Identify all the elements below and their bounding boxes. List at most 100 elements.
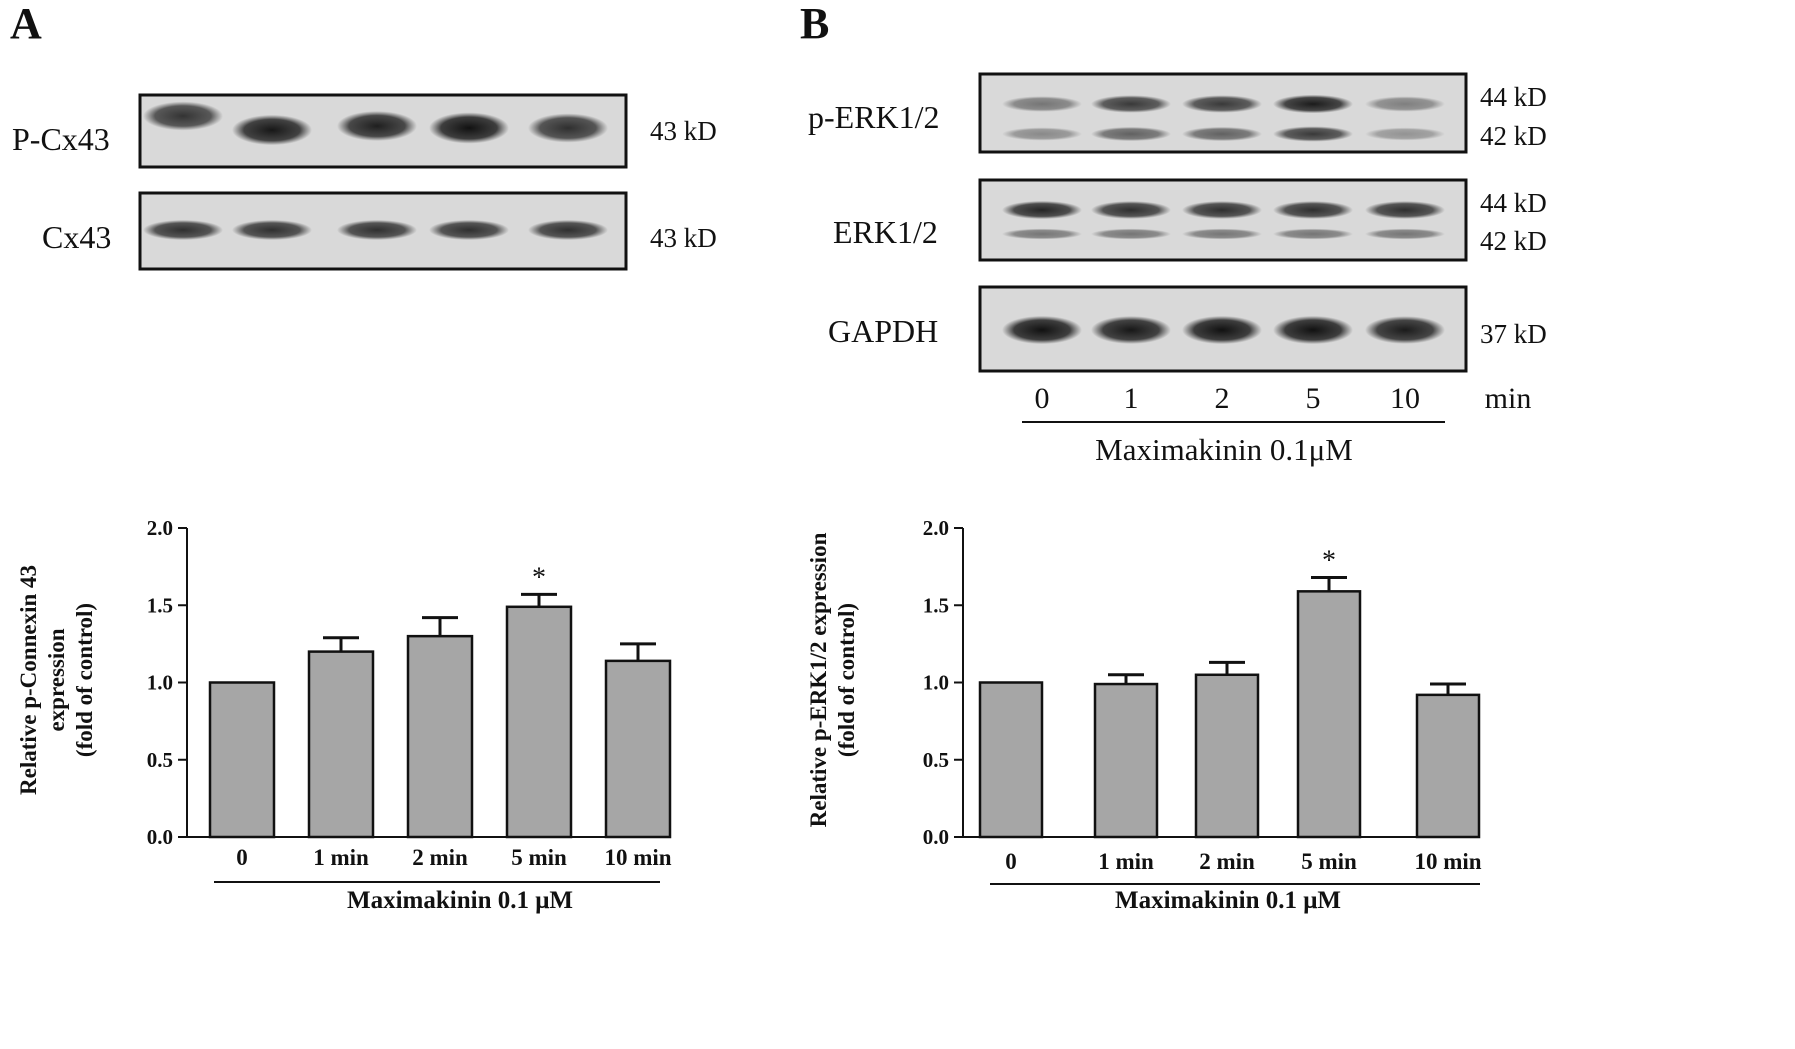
kd-label: 44 kD [1480,188,1547,218]
y-axis-label: expression [44,628,69,731]
band [1273,315,1353,345]
y-tick-label: 0.5 [923,748,949,772]
condition-label: Maximakinin 0.1μM [1095,432,1353,467]
band [1091,228,1171,240]
band [232,219,312,241]
x-tick-label: 0 [236,845,248,870]
y-tick-label: 1.0 [147,671,173,695]
band [1002,315,1082,345]
blot-label: P-Cx43 [12,121,110,157]
bar [604,659,672,839]
lane-label: 5 [1306,382,1321,415]
y-tick-label: 2.0 [923,516,949,540]
bar [1093,682,1159,839]
band [1002,127,1082,141]
lane-label: 1 [1124,382,1139,415]
y-tick-label: 1.5 [147,593,173,617]
band [429,112,509,144]
kd-label: 42 kD [1480,226,1547,256]
kd-label: 43 kD [650,223,717,253]
bar [1194,673,1260,839]
band [1182,315,1262,345]
band [1182,228,1262,240]
blot-p-erk1-2: p-ERK1/2 44 kD 42 kD [808,72,1547,154]
band [1002,228,1082,240]
band [337,111,417,141]
x-axis-label: Maximakinin 0.1 μM [347,887,573,914]
x-tick-label: 5 min [1301,849,1357,874]
lane-label: 0 [1035,382,1050,415]
bar [1296,590,1362,839]
band [232,114,312,146]
band [1002,200,1082,220]
band [528,219,608,241]
x-tick-label: 5 min [511,845,567,870]
bar [406,634,474,839]
blot-label: p-ERK1/2 [808,99,940,135]
band [1182,126,1262,142]
band [1273,94,1353,114]
band [1365,228,1445,240]
band [528,113,608,143]
x-tick-label: 0 [1005,849,1017,874]
blot-gapdh: GAPDH 37 kD [828,285,1547,373]
blot-cx43: Cx43 43 kD [42,191,717,271]
band [143,219,223,241]
bar-chart-a: 0.0 0.5 1.0 1.5 2.0 Relative p-Connexin 43 exp… [16,516,672,914]
band [1273,126,1353,142]
lane-unit-label: min [1485,382,1532,415]
bar [307,650,375,839]
blot-p-cx43: P-Cx43 43 kD [12,93,717,169]
y-tick-label: 0.5 [147,748,173,772]
x-tick-label: 1 min [1098,849,1154,874]
band [1091,126,1171,142]
band [1002,96,1082,112]
band [1182,95,1262,113]
band [429,219,509,241]
bar [505,605,573,839]
y-axis-label: (fold of control) [72,603,97,757]
band [1365,201,1445,219]
significance-marker: * [1322,545,1336,576]
lane-label: 10 [1390,382,1420,415]
lane-label: 2 [1215,382,1230,415]
y-tick-label: 0.0 [147,825,173,849]
y-tick-label: 1.0 [923,671,949,695]
y-axis-label: Relative p-Connexin 43 [16,565,41,795]
band [1365,316,1445,344]
band [1365,96,1445,112]
y-tick-label: 2.0 [147,516,173,540]
significance-marker: * [532,562,546,593]
bar [978,681,1044,839]
kd-label: 44 kD [1480,82,1547,112]
kd-label: 42 kD [1480,121,1547,151]
y-tick-label: 1.5 [923,593,949,617]
y-axis-label: (fold of control) [834,603,859,757]
band [1091,95,1171,113]
band [1182,201,1262,219]
band [143,101,223,131]
y-axis-label: Relative p-ERK1/2 expression [806,532,831,827]
x-tick-label: 2 min [412,845,468,870]
bar [208,681,276,839]
bar-chart-b: 0.0 0.5 1.0 1.5 2.0 Relative p-ERK1/2 express… [806,516,1482,914]
panel-letter: A [10,0,42,48]
band [1273,201,1353,219]
band [337,219,417,241]
blot-label: GAPDH [828,313,938,349]
x-tick-label: 10 min [1414,849,1481,874]
kd-label: 37 kD [1480,319,1547,349]
kd-label: 43 kD [650,116,717,146]
x-axis-label: Maximakinin 0.1 μM [1115,887,1341,914]
band [1091,315,1171,345]
blot-panel-a: A P-Cx43 43 kD Cx43 43 kD [10,0,717,271]
band [1273,228,1353,240]
x-tick-label: 10 min [604,845,671,870]
bar [1415,693,1481,839]
band [1091,201,1171,219]
panel-letter: B [800,0,829,48]
x-tick-label: 1 min [313,845,369,870]
x-tick-label: 2 min [1199,849,1255,874]
band [1365,127,1445,141]
